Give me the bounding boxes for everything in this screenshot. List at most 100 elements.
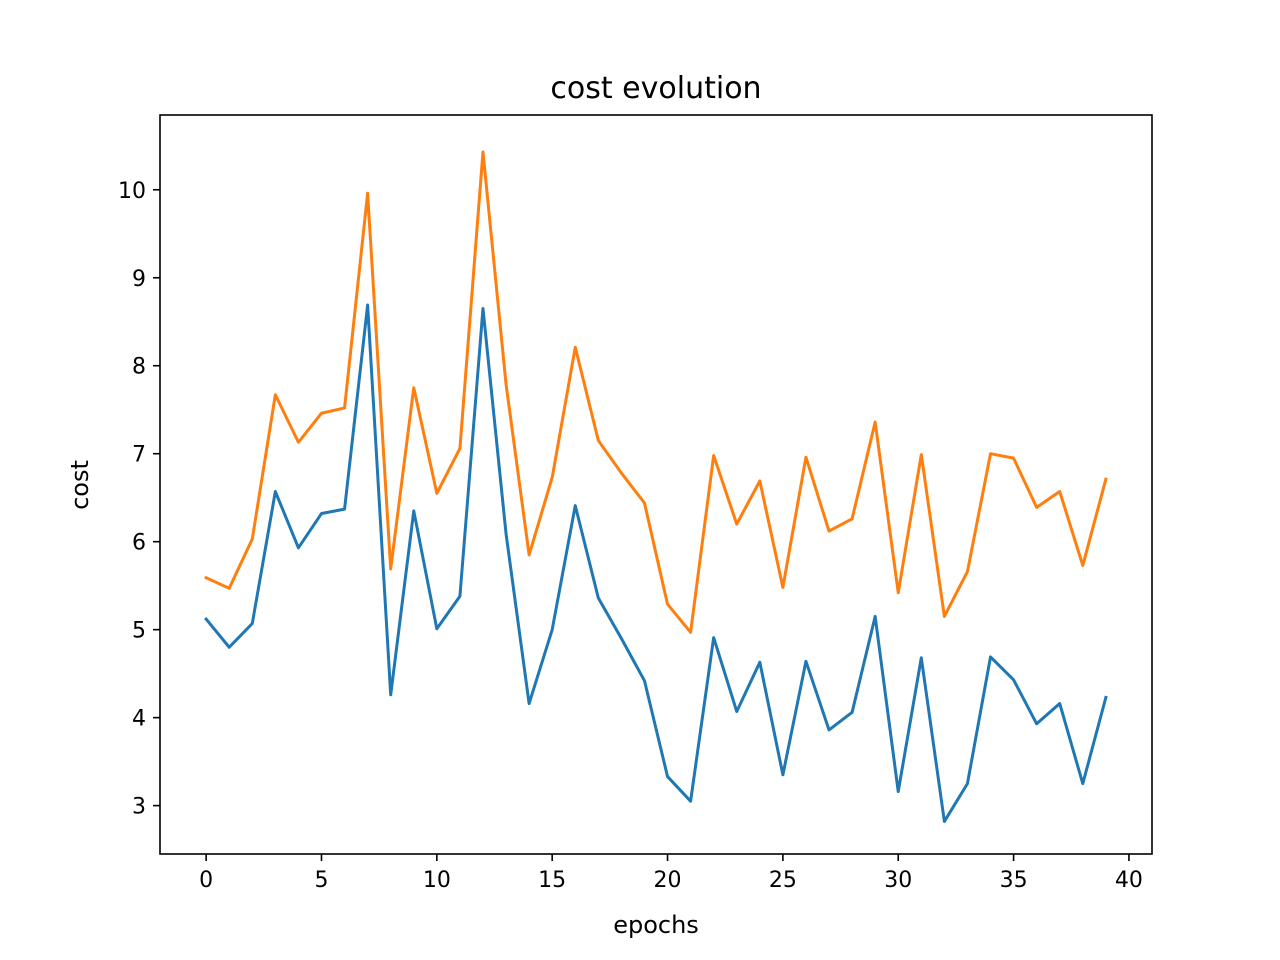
series-1-point bbox=[435, 627, 439, 630]
series-2-point bbox=[689, 631, 692, 634]
series-2-points bbox=[204, 150, 1108, 634]
series-1-point bbox=[504, 532, 508, 535]
y-tick-label: 9 bbox=[132, 267, 146, 292]
x-axis-ticks: 0 5 10 15 20 25 30 35 40 bbox=[199, 854, 1143, 893]
series-2-point bbox=[204, 576, 208, 579]
series-line-1 bbox=[204, 303, 1108, 823]
series-2-point bbox=[989, 452, 992, 455]
series-1-point bbox=[574, 504, 577, 507]
y-axis-ticks: 3 4 5 6 7 8 9 10 bbox=[118, 179, 160, 820]
series-1-point bbox=[920, 656, 923, 660]
series-1-point bbox=[204, 617, 208, 621]
series-1-point bbox=[366, 303, 369, 307]
series-1-point bbox=[527, 702, 531, 705]
series-2-point bbox=[527, 553, 531, 557]
series-1-point bbox=[597, 596, 600, 600]
series-2-point bbox=[850, 517, 854, 521]
series-1-point bbox=[1081, 782, 1084, 785]
series-1-point bbox=[666, 775, 669, 778]
y-tick-label: 10 bbox=[118, 179, 146, 204]
series-2-point bbox=[1058, 490, 1061, 493]
series-1-point bbox=[850, 711, 854, 714]
y-tick-label: 8 bbox=[132, 355, 146, 380]
series-2-point bbox=[620, 471, 623, 475]
series-2-point bbox=[758, 479, 762, 483]
series-1-point bbox=[758, 661, 762, 664]
series-1-point bbox=[1012, 678, 1015, 682]
series-2-point bbox=[1035, 506, 1038, 509]
series-2-point bbox=[228, 587, 231, 590]
series-2-point bbox=[412, 386, 415, 389]
series-1-point bbox=[458, 595, 462, 598]
series-2-point bbox=[343, 406, 346, 410]
series-1-point bbox=[343, 507, 346, 511]
x-tick-label: 10 bbox=[423, 868, 451, 893]
series-1-point bbox=[643, 679, 646, 682]
series-1-point bbox=[251, 622, 254, 625]
series-1-point bbox=[297, 546, 300, 550]
series-2-point bbox=[1081, 564, 1084, 567]
series-2-point bbox=[781, 586, 785, 589]
series-2-point bbox=[920, 453, 923, 456]
series-1-point bbox=[620, 637, 623, 640]
plot-frame bbox=[159, 114, 1153, 855]
series-2-point bbox=[251, 537, 254, 541]
series-2-point bbox=[966, 570, 969, 573]
series-2-point bbox=[320, 412, 323, 415]
series-2-point bbox=[274, 393, 277, 396]
y-tick-label: 5 bbox=[132, 619, 146, 644]
series-1-point bbox=[735, 710, 738, 713]
y-tick-label: 7 bbox=[132, 443, 146, 468]
series-1-point bbox=[943, 820, 946, 823]
x-tick-label: 35 bbox=[1000, 868, 1028, 893]
series-2-point bbox=[943, 615, 946, 618]
chart-title: cost evolution bbox=[550, 71, 761, 106]
series-2-point bbox=[389, 567, 392, 571]
series-1-points bbox=[204, 303, 1108, 823]
x-tick-label: 5 bbox=[314, 868, 328, 893]
series-1-point bbox=[1058, 702, 1061, 705]
x-axis-label: epochs bbox=[613, 911, 699, 939]
series-2-point bbox=[735, 522, 738, 526]
series-layer bbox=[204, 150, 1108, 823]
series-1-point bbox=[804, 660, 808, 663]
series-2-point bbox=[827, 529, 831, 533]
series-2-point bbox=[804, 456, 808, 459]
x-tick-label: 20 bbox=[654, 868, 682, 893]
series-2-point bbox=[597, 439, 600, 442]
series-1-point bbox=[897, 790, 900, 793]
series-2-point bbox=[643, 501, 646, 505]
series-2-point bbox=[666, 602, 669, 606]
series-1-point bbox=[228, 646, 231, 649]
series-2-point bbox=[504, 383, 508, 386]
y-tick-label: 6 bbox=[132, 531, 146, 556]
x-tick-label: 25 bbox=[769, 868, 797, 893]
y-tick-label: 4 bbox=[132, 707, 146, 732]
y-axis-label: cost bbox=[66, 460, 94, 510]
series-1-point bbox=[1104, 696, 1108, 699]
x-tick-label: 30 bbox=[884, 868, 912, 893]
series-1-point bbox=[989, 655, 992, 659]
series-1-point bbox=[827, 728, 831, 732]
series-2-point bbox=[481, 150, 485, 154]
series-1-point bbox=[966, 782, 969, 785]
series-1-point bbox=[781, 773, 785, 777]
series-2-point bbox=[1012, 456, 1015, 460]
series-2-point bbox=[873, 420, 877, 424]
series-2-point bbox=[574, 346, 577, 349]
series-1-point bbox=[320, 512, 323, 515]
series-line-2 bbox=[204, 150, 1108, 634]
series-2-point bbox=[297, 441, 300, 444]
series-2-point bbox=[1104, 478, 1108, 481]
series-1-point bbox=[481, 307, 485, 310]
series-2-point bbox=[550, 476, 554, 479]
series-2-point bbox=[366, 192, 369, 195]
series-1-point bbox=[1035, 722, 1038, 725]
series-2-point bbox=[458, 447, 462, 450]
series-2-point bbox=[897, 591, 900, 594]
series-1-point bbox=[550, 628, 554, 631]
series-1-point bbox=[689, 800, 692, 803]
x-tick-label: 40 bbox=[1115, 868, 1143, 893]
